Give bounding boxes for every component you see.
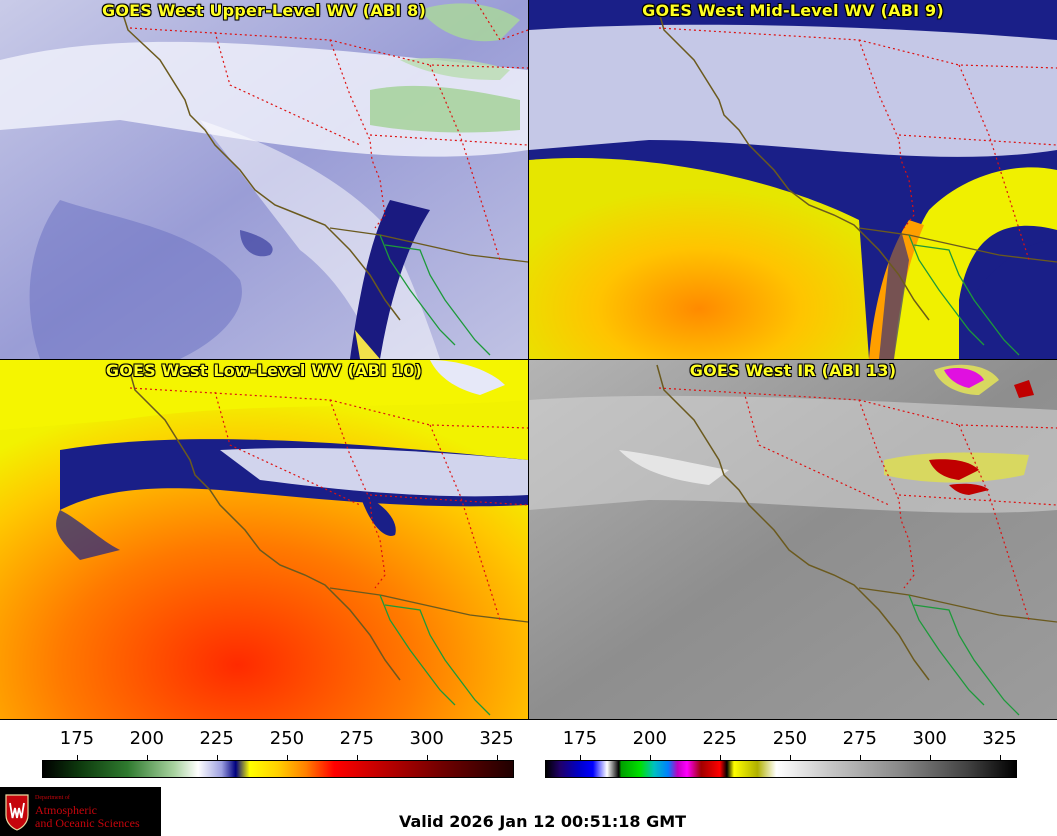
wv-tick-label: 225: [199, 728, 234, 749]
panel-divider-bottom: [0, 719, 1057, 720]
wv-tick-label: 250: [269, 728, 305, 749]
wv-tick-label: 275: [339, 728, 374, 749]
panel-title: GOES West Mid-Level WV (ABI 9): [642, 1, 944, 20]
ir-tick-label: 225: [702, 728, 737, 749]
wv-colorbar: [42, 760, 514, 778]
panel-divider-horizontal: [0, 359, 1057, 360]
ir-tick-label: 300: [912, 728, 947, 749]
ir-imagery: [529, 360, 1057, 719]
ir-colorbar-tickmarks: [545, 755, 1017, 760]
panel-title: GOES West IR (ABI 13): [689, 361, 897, 380]
wv-colorbar-tickmarks: [42, 755, 514, 760]
panel-upper-level-wv: GOES West Upper-Level WV (ABI 8): [0, 0, 528, 359]
low-level-wv-imagery: [0, 360, 528, 719]
upper-level-wv-imagery: [0, 0, 528, 359]
ir-tick-label: 250: [772, 728, 808, 749]
wv-tick-label: 175: [59, 728, 95, 749]
ir-tick-label: 325: [982, 728, 1017, 749]
panel-mid-level-wv: GOES West Mid-Level WV (ABI 9): [529, 0, 1057, 359]
logo-name-line2: and Oceanic Sciences: [35, 816, 140, 830]
ir-colorbar: [545, 760, 1017, 778]
wv-tick-label: 300: [409, 728, 444, 749]
logo-department-text: Department of: [35, 795, 70, 801]
uw-aos-logo[interactable]: Department of Atmospheric and Oceanic Sc…: [0, 787, 161, 836]
panel-divider-vertical: [528, 0, 529, 720]
ir-colorbar-tick-labels: 175 200 225 250 275 300 325: [545, 728, 1017, 754]
ir-tick-label: 275: [842, 728, 877, 749]
logo-name-line1: Atmospheric: [35, 803, 97, 817]
mid-level-wv-imagery: [529, 0, 1057, 359]
panel-title: GOES West Upper-Level WV (ABI 8): [102, 1, 426, 20]
ir-tick-label: 200: [632, 728, 667, 749]
uw-crest-icon: [5, 794, 29, 831]
ir-tick-label: 175: [562, 728, 598, 749]
valid-time-label: Valid 2026 Jan 12 00:51:18 GMT: [398, 812, 687, 831]
panel-title: GOES West Low-Level WV (ABI 10): [105, 361, 423, 380]
panel-low-level-wv: GOES West Low-Level WV (ABI 10): [0, 360, 528, 719]
wv-tick-label: 325: [479, 728, 514, 749]
wv-tick-label: 200: [129, 728, 164, 749]
wv-colorbar-tick-labels: 175 200 225 250 275 300 325: [42, 728, 514, 754]
panel-ir: GOES West IR (ABI 13): [529, 360, 1057, 719]
